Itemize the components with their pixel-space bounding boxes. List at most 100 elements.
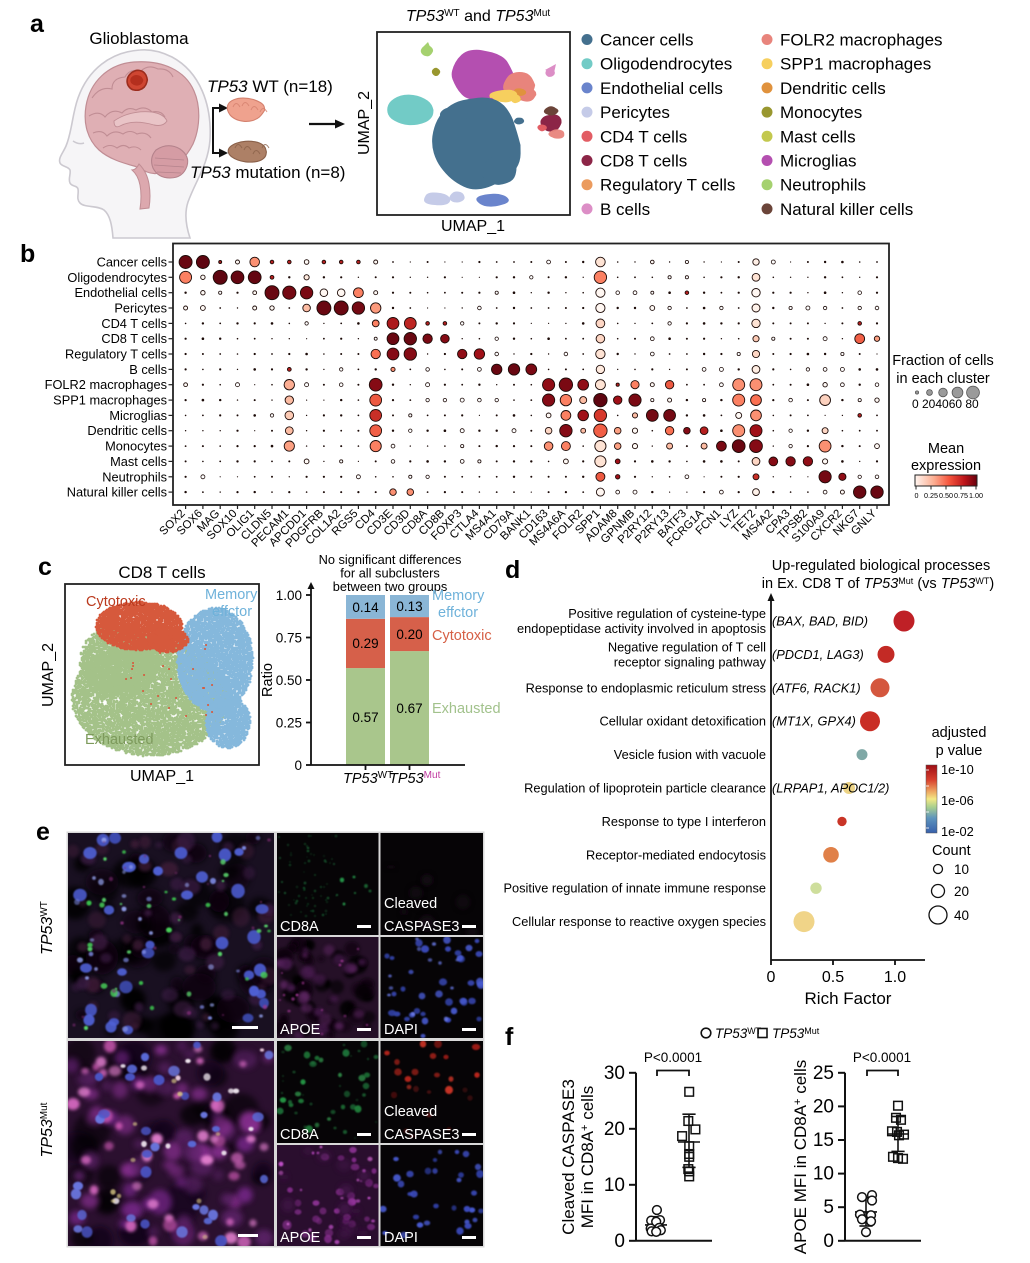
svg-text:Cellular response to reactive: Cellular response to reactive oxygen spe… <box>512 914 766 929</box>
svg-text:10: 10 <box>604 1175 625 1196</box>
svg-text:20: 20 <box>954 884 969 899</box>
svg-text:b: b <box>20 240 35 268</box>
svg-text:Negative regulation of T cell: Negative regulation of T cell <box>608 639 766 654</box>
svg-text:adjusted: adjusted <box>932 725 987 741</box>
svg-text:UMAP_2: UMAP_2 <box>356 91 373 155</box>
svg-text:1e-06: 1e-06 <box>941 793 974 808</box>
svg-text:0: 0 <box>614 1231 625 1252</box>
svg-text:f: f <box>505 1023 514 1051</box>
svg-text:Pericytes: Pericytes <box>600 103 670 122</box>
svg-text:Microglias: Microglias <box>780 152 857 171</box>
svg-text:10: 10 <box>813 1164 834 1185</box>
svg-text:CASPASE3: CASPASE3 <box>384 1127 460 1143</box>
svg-text:1.00: 1.00 <box>969 491 983 500</box>
svg-text:Dendritic cells: Dendritic cells <box>87 423 167 438</box>
svg-text:Up-regulated biological proces: Up-regulated biological processes <box>772 558 990 574</box>
svg-text:Cancer cells: Cancer cells <box>97 255 167 270</box>
svg-text:Cancer cells: Cancer cells <box>600 31 694 50</box>
svg-text:1.0: 1.0 <box>884 969 906 986</box>
svg-text:0: 0 <box>823 1231 834 1252</box>
svg-text:30: 30 <box>604 1063 625 1084</box>
svg-text:Receptor-mediated endocytosis: Receptor-mediated endocytosis <box>586 847 766 862</box>
svg-text:1e-02: 1e-02 <box>941 824 974 839</box>
svg-text:(ATF6, RACK1): (ATF6, RACK1) <box>772 680 861 695</box>
svg-text:Positive regulation of cystein: Positive regulation of cysteine-type <box>568 606 766 621</box>
svg-text:0: 0 <box>294 758 302 773</box>
svg-text:for all subclusters: for all subclusters <box>340 566 440 581</box>
svg-text:Cellular oxidant detoxificatio: Cellular oxidant detoxification <box>600 714 766 729</box>
svg-text:0.50: 0.50 <box>276 673 302 688</box>
svg-text:0.25: 0.25 <box>276 716 302 731</box>
svg-text:No significant differences: No significant differences <box>319 552 462 567</box>
svg-text:0.5: 0.5 <box>822 969 844 986</box>
svg-text:0.67: 0.67 <box>396 701 422 716</box>
svg-text:effctor: effctor <box>438 605 478 621</box>
svg-text:MFI in CD8A+ cells: MFI in CD8A+ cells <box>578 1086 597 1228</box>
svg-text:Count: Count <box>932 843 971 859</box>
svg-text:endopeptidase activity involve: endopeptidase activity involved in apopt… <box>517 621 766 636</box>
svg-text:between two groups: between two groups <box>333 579 448 594</box>
svg-text:15: 15 <box>813 1130 834 1151</box>
svg-text:P<0.0001: P<0.0001 <box>853 1050 911 1065</box>
svg-text:SPP1 macrophages: SPP1 macrophages <box>780 55 931 74</box>
svg-text:CD8A: CD8A <box>280 919 319 935</box>
svg-text:0.13: 0.13 <box>396 599 422 614</box>
svg-text:Natural killer cells: Natural killer cells <box>67 485 167 500</box>
svg-text:Vesicle fusion with vacuole: Vesicle fusion with vacuole <box>614 747 766 762</box>
svg-text:Regulatory T cells: Regulatory T cells <box>65 347 167 362</box>
svg-text:Microglias: Microglias <box>109 408 167 423</box>
svg-text:0.29: 0.29 <box>352 636 378 651</box>
svg-text:0.75: 0.75 <box>276 631 302 646</box>
svg-text:SPP1 macrophages: SPP1 macrophages <box>53 393 167 408</box>
svg-text:DAPI: DAPI <box>384 1230 418 1246</box>
svg-text:B cells: B cells <box>600 200 650 219</box>
svg-text:Fraction of cells: Fraction of cells <box>892 353 994 369</box>
svg-text:0 204060 80: 0 204060 80 <box>912 397 979 411</box>
svg-text:APOE: APOE <box>280 1230 321 1246</box>
svg-text:40: 40 <box>954 908 969 923</box>
svg-text:Oligodendrocytes: Oligodendrocytes <box>600 55 732 74</box>
svg-text:Mast cells: Mast cells <box>110 454 167 469</box>
svg-text:CD8 T cells: CD8 T cells <box>118 563 205 582</box>
svg-text:CD8 T cells: CD8 T cells <box>600 152 687 171</box>
svg-text:CD8A: CD8A <box>280 1127 319 1143</box>
svg-text:c: c <box>38 553 52 581</box>
svg-text:p value: p value <box>936 743 983 759</box>
svg-text:e: e <box>36 818 50 846</box>
svg-text:(MT1X, GPX4): (MT1X, GPX4) <box>772 714 856 729</box>
svg-text:25: 25 <box>813 1063 834 1084</box>
svg-text:CD4 T cells: CD4 T cells <box>600 127 687 146</box>
svg-text:TP53 WT (n=18): TP53 WT (n=18) <box>207 77 333 96</box>
svg-text:TP53 mutation (n=8): TP53 mutation (n=8) <box>190 163 345 182</box>
svg-text:Cleaved: Cleaved <box>384 1104 437 1120</box>
svg-text:effctor: effctor <box>212 604 252 620</box>
svg-text:Memory: Memory <box>432 588 485 604</box>
svg-text:Glioblastoma: Glioblastoma <box>89 29 189 48</box>
svg-text:UMAP_2: UMAP_2 <box>40 643 57 707</box>
svg-text:Exhausted: Exhausted <box>432 701 501 717</box>
svg-text:0.25: 0.25 <box>924 491 938 500</box>
svg-text:Memory: Memory <box>205 587 258 603</box>
svg-text:Monocytes: Monocytes <box>105 439 167 454</box>
svg-text:Response to endoplasmic reticu: Response to endoplasmic reticulum stress <box>526 680 766 695</box>
svg-text:FOLR2 macrophages: FOLR2 macrophages <box>45 377 167 392</box>
svg-text:UMAP_1: UMAP_1 <box>441 218 505 235</box>
svg-text:1.00: 1.00 <box>276 588 302 603</box>
svg-text:FOLR2 macrophages: FOLR2 macrophages <box>780 31 943 50</box>
svg-text:Positive regulation of innate: Positive regulation of innate immune res… <box>504 881 767 896</box>
svg-text:0.50: 0.50 <box>939 491 953 500</box>
svg-text:0.57: 0.57 <box>352 710 378 725</box>
svg-text:Regulation of lipoprotein part: Regulation of lipoprotein particle clear… <box>524 781 766 796</box>
svg-text:Oligodendrocytes: Oligodendrocytes <box>67 270 167 285</box>
svg-text:(PDCD1, LAG3): (PDCD1, LAG3) <box>772 647 864 662</box>
svg-text:CD8 T cells: CD8 T cells <box>101 331 167 346</box>
svg-text:Cleaved: Cleaved <box>384 896 437 912</box>
svg-text:TP53WT and TP53Mut: TP53WT and TP53Mut <box>406 8 551 25</box>
svg-text:5: 5 <box>823 1197 834 1218</box>
svg-text:Cytotoxic: Cytotoxic <box>86 594 146 610</box>
svg-text:0: 0 <box>767 969 776 986</box>
svg-text:Mast cells: Mast cells <box>780 127 856 146</box>
svg-text:expression: expression <box>911 458 981 474</box>
svg-text:Regulatory T cells: Regulatory T cells <box>600 176 735 195</box>
svg-text:Natural killer cells: Natural killer cells <box>780 200 913 219</box>
